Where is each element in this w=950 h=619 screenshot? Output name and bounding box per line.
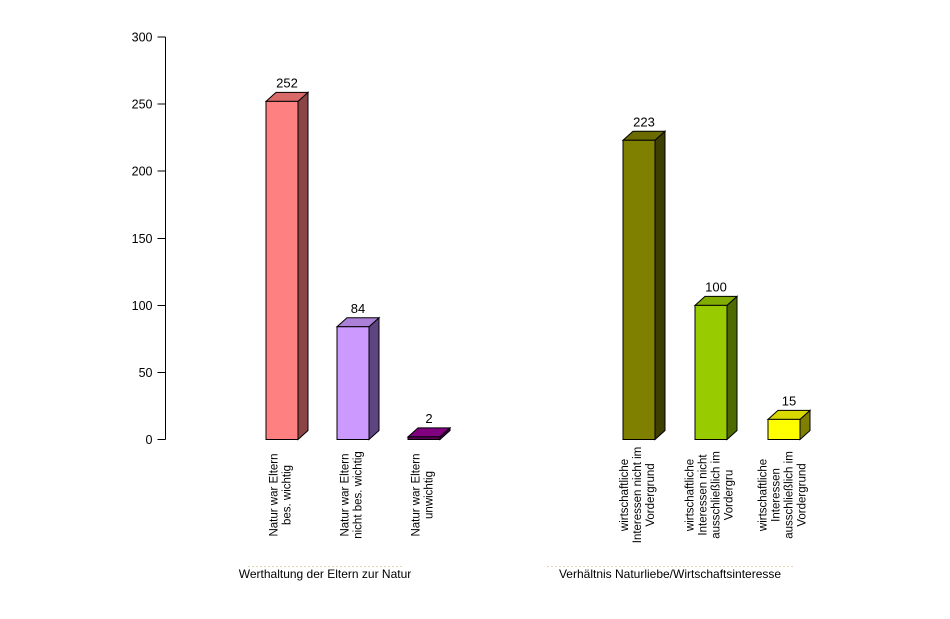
bar-value-label: 100 — [705, 279, 727, 294]
bar-side-face — [297, 91, 309, 441]
y-axis-tick-label: 250 — [132, 98, 153, 112]
category-label-line: ausschließlich im — [711, 451, 723, 539]
category-label-line: Natur war Eltern — [340, 453, 352, 536]
category-label-line: Natur war Eltern — [411, 453, 423, 536]
y-axis-tick-label: 300 — [132, 31, 153, 45]
group-title: Verhältnis Naturliebe/Wirtschaftsinteres… — [559, 567, 781, 581]
bar-value-label: 84 — [351, 301, 365, 316]
category-label-line: ausschließlich im — [784, 451, 796, 539]
bar-value-label: 15 — [782, 393, 796, 408]
bar-side-face — [368, 316, 380, 441]
bar-front-face — [407, 436, 441, 440]
category-label-line: Interessen nicht — [698, 454, 710, 536]
bar-front-face — [767, 418, 801, 440]
y-axis-tick-label: 100 — [132, 299, 153, 313]
category-label-line: bes. wichtig — [282, 465, 294, 525]
category-label-line: Vordergrund — [645, 463, 657, 526]
group-title: Werthaltung der Eltern zur Natur — [239, 567, 412, 581]
category-label-line: wirtschaftliche — [685, 459, 697, 532]
category-label-line: wirtschaftliche — [758, 459, 770, 532]
bar-value-label: 223 — [633, 114, 655, 129]
y-axis-tick-label: 150 — [132, 232, 153, 246]
bar-front-face — [265, 100, 299, 440]
y-axis-tick-label: 200 — [132, 165, 153, 179]
category-label-line: Interessen — [771, 468, 783, 522]
bar-front-face — [694, 304, 728, 440]
category-label-line: Natur war Eltern — [269, 453, 281, 536]
bar-value-label: 252 — [276, 75, 298, 90]
y-axis-tick-label: 0 — [146, 433, 153, 447]
category-label-line: Vordergru — [724, 470, 736, 521]
category-label-line: nicht bes. wichtig — [353, 451, 365, 539]
bar-front-face — [622, 139, 656, 440]
category-label-line: Interessen nicht im — [632, 447, 644, 544]
bar-side-face — [726, 295, 738, 441]
bar-side-face — [654, 130, 666, 441]
category-label-line: unwichtig — [424, 471, 436, 519]
category-label-line: wirtschaftliche — [619, 459, 631, 532]
bar-front-face — [336, 326, 370, 440]
category-label-line: Vordergrund — [797, 463, 809, 526]
y-axis-tick-label: 50 — [139, 366, 153, 380]
bar-value-label: 2 — [425, 411, 432, 426]
